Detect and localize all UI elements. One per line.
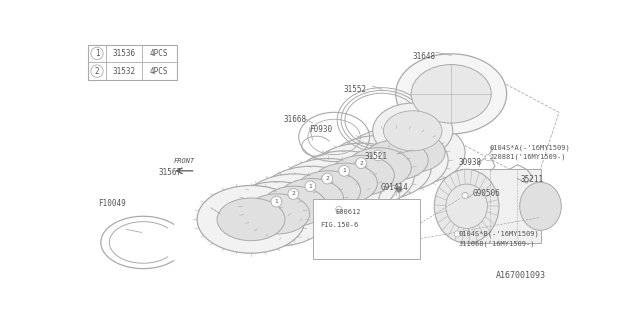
Text: 0104S*A(-'16MY1509): 0104S*A(-'16MY1509) — [490, 145, 570, 151]
Circle shape — [339, 165, 349, 176]
Circle shape — [485, 155, 492, 161]
Text: 31552: 31552 — [344, 84, 367, 93]
Text: 2: 2 — [291, 191, 295, 196]
Ellipse shape — [225, 182, 330, 246]
Text: 31521: 31521 — [365, 152, 388, 161]
Text: 4PCS: 4PCS — [150, 67, 168, 76]
Ellipse shape — [310, 143, 414, 208]
Ellipse shape — [262, 186, 326, 226]
Text: 31668: 31668 — [284, 116, 307, 124]
Text: 1: 1 — [308, 184, 312, 189]
Circle shape — [454, 231, 460, 237]
Text: 1: 1 — [95, 49, 99, 58]
Text: 2: 2 — [359, 161, 363, 166]
Text: A167001093: A167001093 — [496, 271, 546, 280]
Text: 31536: 31536 — [113, 49, 136, 58]
Ellipse shape — [372, 103, 452, 158]
Text: 31648: 31648 — [413, 52, 436, 61]
Ellipse shape — [380, 132, 445, 172]
Ellipse shape — [276, 158, 380, 223]
Ellipse shape — [296, 171, 360, 211]
Text: 1: 1 — [342, 168, 346, 173]
Circle shape — [322, 173, 333, 184]
FancyBboxPatch shape — [312, 198, 420, 259]
Ellipse shape — [330, 156, 394, 196]
Ellipse shape — [396, 54, 507, 134]
Circle shape — [305, 181, 316, 192]
Ellipse shape — [242, 174, 346, 239]
Ellipse shape — [278, 179, 344, 219]
Text: F0930: F0930 — [308, 124, 332, 134]
Ellipse shape — [364, 140, 428, 180]
Text: 2: 2 — [325, 176, 329, 181]
Text: G90506: G90506 — [473, 189, 500, 198]
Ellipse shape — [244, 194, 310, 234]
Ellipse shape — [326, 135, 431, 200]
Circle shape — [356, 158, 367, 169]
Ellipse shape — [360, 120, 465, 185]
Circle shape — [271, 196, 282, 207]
Text: G91414: G91414 — [380, 183, 408, 192]
Text: F10049: F10049 — [99, 198, 126, 208]
Text: FIG.150-6: FIG.150-6 — [320, 222, 358, 228]
FancyBboxPatch shape — [88, 44, 177, 80]
Ellipse shape — [411, 65, 492, 123]
Ellipse shape — [344, 128, 448, 192]
Polygon shape — [460, 169, 541, 243]
Text: FRONT: FRONT — [173, 158, 195, 164]
Text: 4PCS: 4PCS — [150, 49, 168, 58]
Circle shape — [288, 188, 299, 199]
Circle shape — [372, 150, 383, 161]
Ellipse shape — [435, 169, 499, 243]
Text: 1: 1 — [275, 199, 278, 204]
Ellipse shape — [383, 111, 442, 151]
Text: 31532: 31532 — [113, 67, 136, 76]
Text: J20881('16MY1509-): J20881('16MY1509-) — [490, 154, 566, 160]
Ellipse shape — [292, 151, 397, 215]
Text: 1: 1 — [376, 153, 380, 158]
Text: 35211: 35211 — [520, 175, 543, 184]
Text: 31567: 31567 — [159, 168, 182, 177]
Circle shape — [396, 186, 402, 192]
Text: 30938: 30938 — [459, 158, 482, 167]
Text: E00612: E00612 — [336, 209, 361, 215]
Circle shape — [91, 65, 103, 77]
Text: 0104S*B(-'16MY1509): 0104S*B(-'16MY1509) — [459, 231, 540, 237]
Text: J11068('16MY1509-): J11068('16MY1509-) — [459, 240, 536, 247]
Ellipse shape — [346, 148, 412, 188]
Text: 2: 2 — [95, 67, 99, 76]
Ellipse shape — [520, 182, 561, 230]
Ellipse shape — [197, 186, 305, 253]
Ellipse shape — [217, 198, 285, 241]
Ellipse shape — [259, 166, 364, 231]
Ellipse shape — [312, 163, 378, 203]
Circle shape — [462, 192, 468, 198]
Circle shape — [91, 47, 103, 60]
Circle shape — [336, 206, 342, 212]
